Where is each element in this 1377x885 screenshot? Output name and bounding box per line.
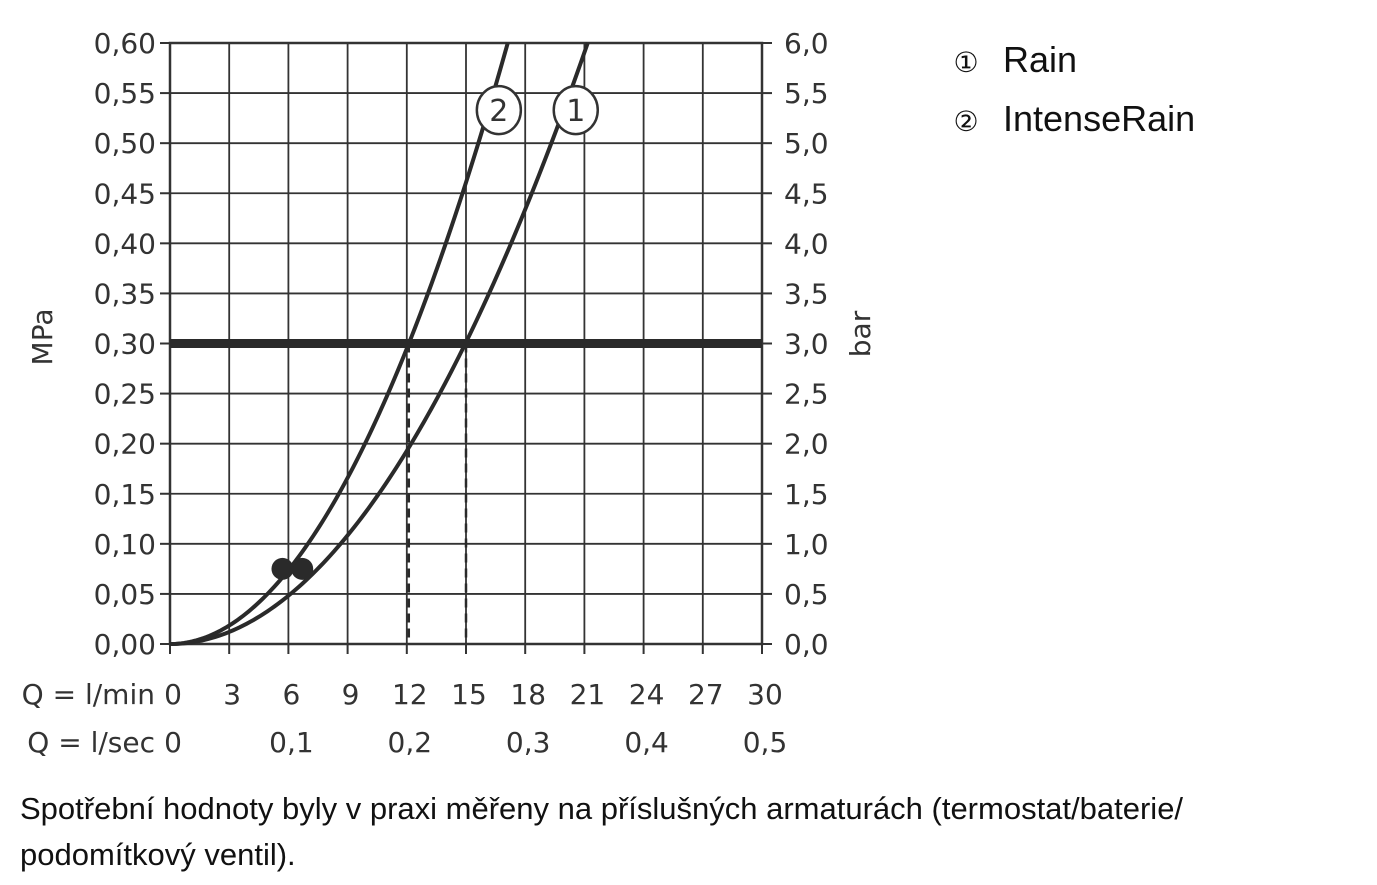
y-tick-label-right: 2,0 bbox=[784, 428, 829, 461]
x-axis-title-lmin: Q = l/min bbox=[22, 678, 155, 711]
x-tick-label-lsec: 0,4 bbox=[624, 726, 669, 759]
x-axis-title-lsec: Q = l/sec bbox=[27, 726, 155, 759]
flow-pressure-chart: 0,000,050,100,150,200,250,300,350,400,45… bbox=[22, 27, 1195, 759]
curve-1 bbox=[169, 42, 590, 646]
legend-marker-2: ② bbox=[953, 105, 978, 138]
x-tick-label-lmin: 9 bbox=[342, 678, 360, 711]
y-tick-label-left: 0,55 bbox=[94, 77, 156, 110]
y-tick-label-left: 0,30 bbox=[94, 328, 156, 361]
y-tick-label-right: 5,5 bbox=[784, 77, 829, 110]
x-tick-label-lsec: 0,2 bbox=[388, 726, 433, 759]
y-tick-label-left: 0,45 bbox=[94, 177, 156, 210]
x-tick-label-lmin: 21 bbox=[570, 678, 606, 711]
y-tick-label-left: 0,35 bbox=[94, 277, 156, 310]
y-tick-label-right: 0,0 bbox=[784, 628, 829, 661]
y-tick-label-right: 0,5 bbox=[784, 578, 829, 611]
y-axis-title-right: bar bbox=[844, 310, 877, 357]
curve-labels: 12 bbox=[475, 84, 600, 136]
curve-label-circle-1 bbox=[552, 84, 600, 136]
x-tick-label-lsec: 0 bbox=[164, 726, 182, 759]
x-tick-label-lmin: 12 bbox=[392, 678, 428, 711]
y-tick-label-left: 0,05 bbox=[94, 578, 156, 611]
y-tick-label-left: 0,15 bbox=[94, 478, 156, 511]
curve-2 bbox=[169, 42, 510, 646]
y-tick-label-right: 3,0 bbox=[784, 328, 829, 361]
y-tick-label-right: 4,5 bbox=[784, 177, 829, 210]
x-tick-label-lsec: 0,1 bbox=[269, 726, 314, 759]
x-tick-label-lsec: 0,3 bbox=[506, 726, 551, 759]
y-axis-title-left: MPa bbox=[26, 309, 59, 366]
min-point-1 bbox=[291, 557, 314, 580]
y-tick-label-left: 0,60 bbox=[94, 27, 156, 60]
y-tick-label-right: 3,5 bbox=[784, 277, 829, 310]
y-tick-label-right: 1,5 bbox=[784, 478, 829, 511]
curve-label-2: 2 bbox=[489, 94, 508, 129]
y-tick-label-right: 1,0 bbox=[784, 528, 829, 561]
y-tick-label-left: 0,10 bbox=[94, 528, 156, 561]
chart-tick-labels: 0,000,050,100,150,200,250,300,350,400,45… bbox=[22, 27, 877, 759]
x-tick-label-lsec: 0,5 bbox=[743, 726, 788, 759]
x-tick-label-lmin: 24 bbox=[629, 678, 665, 711]
x-tick-label-lmin: 27 bbox=[688, 678, 724, 711]
footnote-text: Spotřební hodnoty byly v praxi měřeny na… bbox=[20, 791, 1184, 872]
x-tick-label-lmin: 15 bbox=[451, 678, 487, 711]
y-tick-label-left: 0,25 bbox=[94, 378, 156, 411]
y-tick-label-left: 0,20 bbox=[94, 428, 156, 461]
y-tick-label-left: 0,50 bbox=[94, 127, 156, 160]
y-tick-label-right: 6,0 bbox=[784, 27, 829, 60]
min-point-2 bbox=[271, 557, 294, 580]
legend-label-1: Rain bbox=[1003, 39, 1077, 80]
curve-label-1: 1 bbox=[566, 94, 585, 129]
y-tick-label-right: 2,5 bbox=[784, 378, 829, 411]
y-tick-label-right: 5,0 bbox=[784, 127, 829, 160]
y-tick-label-right: 4,0 bbox=[784, 227, 829, 260]
chart-curves bbox=[169, 42, 590, 646]
x-tick-label-lmin: 18 bbox=[510, 678, 546, 711]
y-tick-label-left: 0,40 bbox=[94, 227, 156, 260]
x-tick-label-lmin: 3 bbox=[223, 678, 241, 711]
chart-legend: ① Rain ② IntenseRain bbox=[953, 39, 1195, 139]
x-tick-label-lmin: 0 bbox=[164, 678, 182, 711]
legend-label-2: IntenseRain bbox=[1003, 98, 1195, 139]
y-tick-label-left: 0,00 bbox=[94, 628, 156, 661]
curve-label-circle-2 bbox=[475, 84, 523, 136]
x-tick-label-lmin: 30 bbox=[747, 678, 783, 711]
legend-marker-1: ① bbox=[953, 46, 978, 79]
x-tick-label-lmin: 6 bbox=[282, 678, 300, 711]
